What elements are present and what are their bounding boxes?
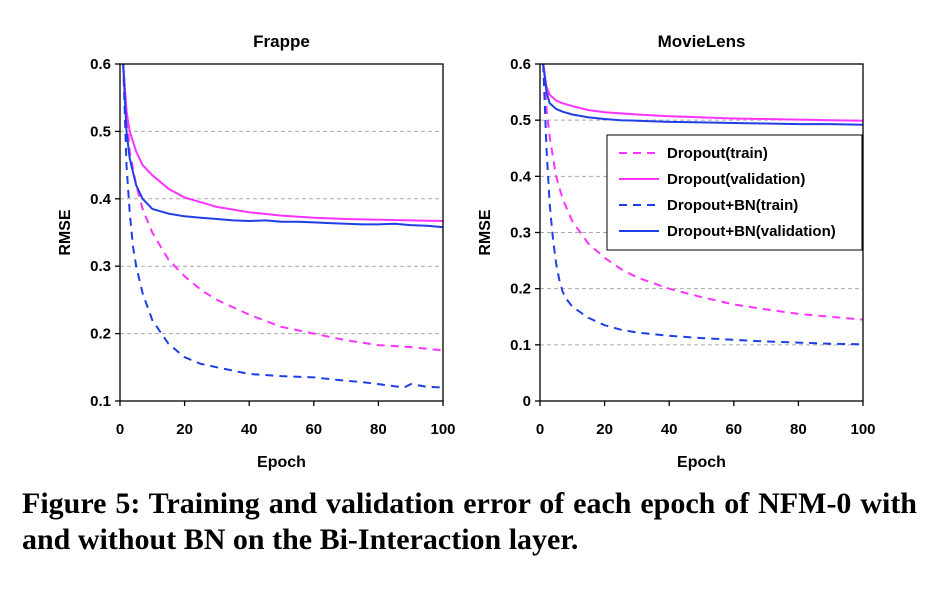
- x-tick-label: 60: [305, 421, 322, 438]
- y-tick-label: 0.5: [510, 112, 531, 129]
- x-tick-label: 100: [430, 421, 455, 438]
- y-axis-label: RMSE: [477, 209, 494, 256]
- x-tick-label: 20: [176, 421, 193, 438]
- charts-canvas: 0.1 0.2 0.3 0.4 0.5 0.6 0 20 40 60 80 100 Frappe Epoc…: [57, 32, 876, 471]
- y-tick-label: 0.5: [90, 123, 111, 140]
- y-tick-label: 0: [523, 393, 531, 410]
- legend: [606, 134, 863, 251]
- chart-frappe: [115, 63, 444, 406]
- x-tick-label: 80: [370, 421, 387, 438]
- x-tick-label: 20: [596, 421, 613, 438]
- series-line-dropout-train: [122, 63, 444, 352]
- y-tick-label: 0.2: [510, 281, 531, 298]
- series-line-dropout-train: [542, 63, 864, 321]
- series-line-dropout-bn-validation: [542, 63, 864, 126]
- series-line-dropout-validation: [542, 63, 864, 122]
- plot-frame: [119, 63, 444, 402]
- chart-title: MovieLens: [658, 32, 746, 51]
- series-line-dropout-validation: [122, 63, 444, 222]
- series-line-dropout-bn-train: [122, 63, 444, 389]
- legend-entry-dropout-bn-train: Dropout+BN(train): [667, 197, 798, 214]
- y-tick-label: 0.1: [510, 337, 531, 354]
- x-tick-label: 0: [536, 421, 544, 438]
- y-tick-label: 0.2: [90, 326, 111, 343]
- y-axis-label: RMSE: [57, 209, 74, 256]
- x-axis-label: Epoch: [677, 454, 726, 471]
- chart-title: Frappe: [253, 32, 310, 51]
- y-tick-label: 0.1: [90, 393, 111, 410]
- figure-caption: Figure 5: Training and validation error …: [22, 487, 917, 556]
- y-tick-label: 0.3: [90, 258, 111, 275]
- y-tick-label: 0.6: [510, 56, 531, 73]
- series-line-dropout-bn-train: [542, 63, 864, 346]
- x-tick-label: 80: [790, 421, 807, 438]
- legend-entry-dropout-validation: Dropout(validation): [667, 171, 805, 188]
- legend-entry-dropout-train: Dropout(train): [667, 145, 768, 162]
- x-tick-label: 100: [850, 421, 875, 438]
- x-tick-label: 40: [241, 421, 258, 438]
- y-tick-label: 0.6: [90, 56, 111, 73]
- x-tick-label: 0: [116, 421, 124, 438]
- x-tick-label: 60: [725, 421, 742, 438]
- y-tick-label: 0.4: [510, 168, 532, 185]
- y-tick-label: 0.4: [90, 191, 112, 208]
- x-tick-label: 40: [661, 421, 678, 438]
- series-line-dropout-bn-validation: [122, 63, 444, 229]
- x-axis-label: Epoch: [257, 454, 306, 471]
- y-tick-label: 0.3: [510, 225, 531, 242]
- legend-entry-dropout-bn-validation: Dropout+BN(validation): [667, 223, 836, 240]
